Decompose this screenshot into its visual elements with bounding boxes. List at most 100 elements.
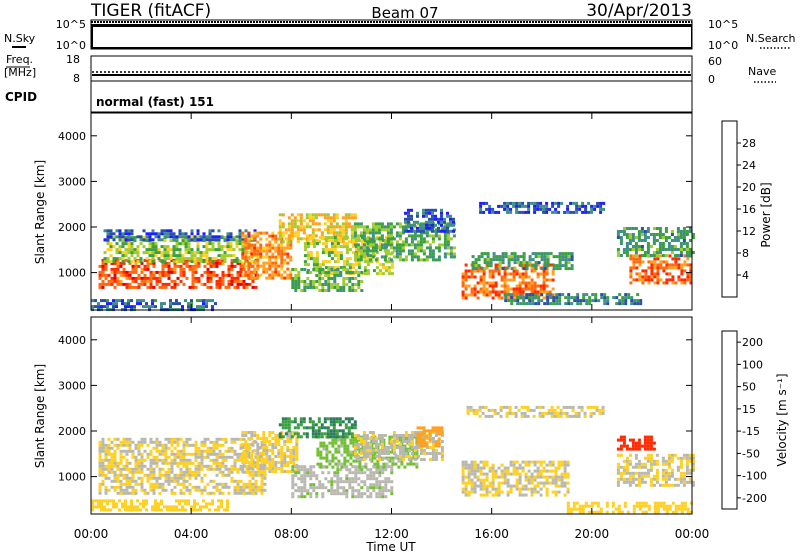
cell [202,260,206,264]
cell [649,245,653,248]
cell [154,254,158,258]
cell [318,236,322,240]
cell [466,408,470,412]
cell [369,492,373,496]
cell [188,476,192,480]
cell [391,462,395,466]
cell [390,492,394,496]
cell [600,293,604,297]
cell [528,296,532,300]
freq-label-1: Freq. [6,53,33,66]
cell [407,458,411,461]
cell [296,234,300,238]
cell [362,255,366,259]
cell [311,222,315,226]
cell [353,426,357,430]
cell [297,477,301,481]
cell [354,245,358,249]
cell [615,296,619,300]
cell [401,440,405,443]
cell [637,471,641,475]
cell [170,285,174,289]
cell [268,440,272,443]
cell [98,491,102,495]
cell [360,236,364,240]
cell [125,476,129,480]
cell [395,437,399,440]
cell [505,405,509,409]
cell [274,246,278,250]
cell [506,466,510,470]
cell [271,231,275,235]
cell [173,261,177,265]
cell [154,299,157,303]
cell [413,446,417,449]
cell [530,284,534,288]
cell [342,268,346,271]
cell [348,286,352,289]
cell [446,243,450,247]
cell [536,475,540,479]
cell [353,423,357,427]
cell [464,275,468,279]
cell [536,201,540,205]
cell [362,452,366,455]
cell [130,251,134,255]
cell [259,467,263,470]
cell [516,261,520,265]
cell [386,222,390,226]
cell [202,305,205,309]
cell [658,233,662,236]
cell [355,459,359,463]
cell [512,275,516,279]
cell [345,495,349,499]
cell [271,443,275,446]
cell [601,411,605,415]
cell [688,248,692,251]
cell [244,252,248,256]
cell [644,278,648,282]
cell [277,264,281,268]
cell [515,460,519,464]
cell [128,470,132,474]
cell [325,465,329,469]
cell [107,273,111,277]
cell [539,290,543,294]
cell [461,472,465,476]
cell [410,243,414,247]
cell [116,279,120,283]
cell [311,435,315,439]
cell [586,405,590,409]
cell [322,465,326,469]
cell [522,299,526,303]
cell [637,474,641,478]
cell [679,230,683,233]
cell [658,248,662,251]
cell [499,414,503,418]
cell [151,245,155,249]
cell [224,273,228,277]
cell [167,446,171,450]
cell [230,267,234,271]
cell [636,299,640,303]
cell [482,290,486,294]
cell [318,274,322,277]
cell [437,255,441,259]
cell [419,458,423,461]
cell [101,258,105,262]
cell [98,485,102,489]
cell [537,296,541,300]
cell [515,472,519,476]
cell [116,476,120,480]
cell [551,201,555,205]
cell [398,237,402,241]
cell [603,296,607,300]
cell [509,460,513,464]
cell [327,289,331,292]
cell [533,484,537,488]
cell [386,252,390,256]
cell [350,216,354,220]
cell [342,492,346,496]
cell [689,266,693,270]
cell [473,475,477,479]
